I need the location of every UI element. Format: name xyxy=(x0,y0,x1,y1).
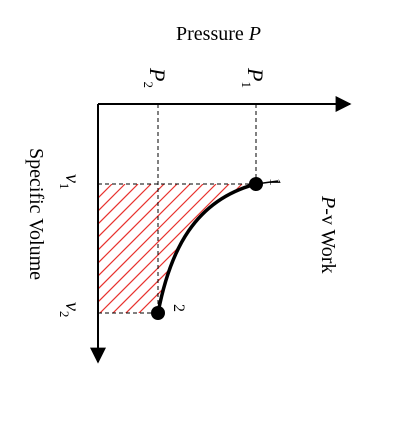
hatch-line xyxy=(98,184,178,313)
hatch-line xyxy=(98,184,139,313)
volume-axis-label: Specific Volume xyxy=(25,148,47,280)
hatch-line xyxy=(290,184,413,344)
hatch-line xyxy=(98,184,152,313)
hatch-line xyxy=(98,184,204,313)
pressure-axis-label: Pressure P xyxy=(176,23,261,45)
hatch-line xyxy=(224,184,256,313)
hatch-line xyxy=(172,184,256,313)
hatch-line xyxy=(98,184,126,313)
hatch-line xyxy=(98,184,113,313)
v2-label: v2 xyxy=(57,302,83,317)
hatch-line xyxy=(98,184,256,313)
hatch-line xyxy=(0,184,8,344)
hatch-line xyxy=(98,184,100,313)
hatch-line xyxy=(329,184,413,344)
state-2-label: 2 xyxy=(170,304,187,312)
state-2-point xyxy=(151,306,165,320)
process-curve xyxy=(156,182,257,314)
hatch-line xyxy=(98,184,243,313)
hatch-line xyxy=(98,184,230,313)
hatch-line xyxy=(120,184,256,313)
hatch-line xyxy=(98,184,165,313)
v1-label: v1 xyxy=(57,174,83,189)
state-1-point xyxy=(249,177,263,191)
hatch-line xyxy=(277,184,413,344)
state-1-label: 1 xyxy=(266,178,283,186)
hatch-line xyxy=(0,184,21,344)
hatch-line xyxy=(98,184,217,313)
hatch-line xyxy=(159,184,256,313)
hatch-line xyxy=(211,184,256,313)
p2-label: P2 xyxy=(141,67,170,88)
p1-label: P1 xyxy=(239,67,268,88)
pv-work-label: P-v Work xyxy=(317,195,339,273)
hatch-line xyxy=(98,184,191,313)
hatch-line xyxy=(107,184,256,313)
